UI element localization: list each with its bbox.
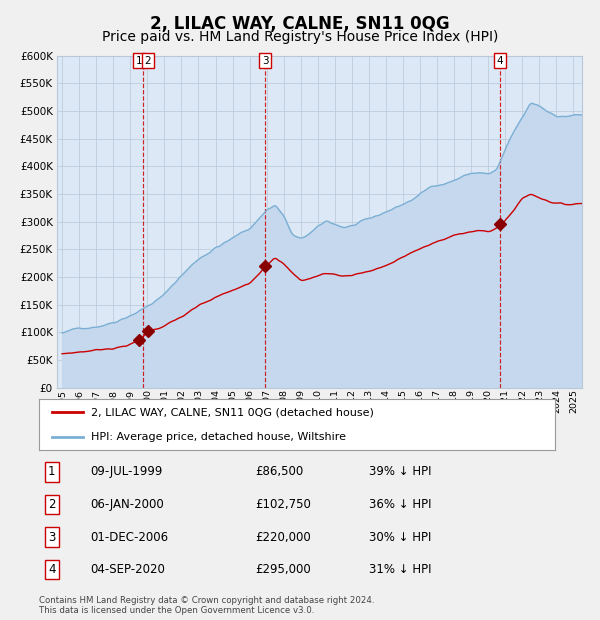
Text: 2, LILAC WAY, CALNE, SN11 0QG (detached house): 2, LILAC WAY, CALNE, SN11 0QG (detached … xyxy=(91,407,373,417)
Text: Price paid vs. HM Land Registry's House Price Index (HPI): Price paid vs. HM Land Registry's House … xyxy=(102,30,498,44)
Text: £86,500: £86,500 xyxy=(256,466,304,479)
Text: 39% ↓ HPI: 39% ↓ HPI xyxy=(369,466,432,479)
Text: 3: 3 xyxy=(48,531,56,544)
Text: £295,000: £295,000 xyxy=(256,563,311,576)
Text: £102,750: £102,750 xyxy=(256,498,311,511)
Text: 1: 1 xyxy=(48,466,56,479)
Text: 30% ↓ HPI: 30% ↓ HPI xyxy=(369,531,431,544)
Text: 09-JUL-1999: 09-JUL-1999 xyxy=(91,466,163,479)
Text: Contains HM Land Registry data © Crown copyright and database right 2024.
This d: Contains HM Land Registry data © Crown c… xyxy=(39,596,374,615)
Text: 2: 2 xyxy=(145,56,151,66)
Text: 06-JAN-2000: 06-JAN-2000 xyxy=(91,498,164,511)
Text: 3: 3 xyxy=(262,56,269,66)
Text: 04-SEP-2020: 04-SEP-2020 xyxy=(91,563,166,576)
Text: 4: 4 xyxy=(496,56,503,66)
Text: HPI: Average price, detached house, Wiltshire: HPI: Average price, detached house, Wilt… xyxy=(91,432,346,442)
Text: 1: 1 xyxy=(136,56,142,66)
Text: £220,000: £220,000 xyxy=(256,531,311,544)
Text: 2, LILAC WAY, CALNE, SN11 0QG: 2, LILAC WAY, CALNE, SN11 0QG xyxy=(150,16,450,33)
Text: 31% ↓ HPI: 31% ↓ HPI xyxy=(369,563,432,576)
Text: 4: 4 xyxy=(48,563,56,576)
Text: 2: 2 xyxy=(48,498,56,511)
Text: 36% ↓ HPI: 36% ↓ HPI xyxy=(369,498,432,511)
Text: 01-DEC-2006: 01-DEC-2006 xyxy=(91,531,169,544)
